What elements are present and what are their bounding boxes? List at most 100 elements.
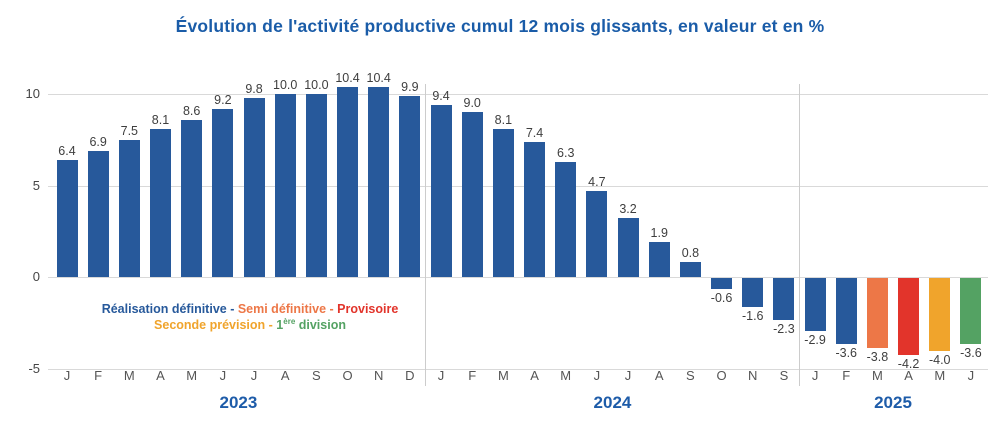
x-axis-month-label: N: [748, 368, 758, 383]
x-axis-month-label: M: [934, 368, 946, 383]
gridline-y10: [48, 94, 988, 95]
x-axis-month-label: J: [624, 368, 632, 383]
x-axis-month-label: M: [497, 368, 509, 383]
x-axis-month-label: A: [904, 368, 913, 383]
bar-value-label: 10.4: [335, 70, 360, 85]
bar-value-label: 9.0: [463, 96, 481, 111]
bar: [87, 150, 109, 277]
bar-value-label: 4.7: [588, 174, 606, 189]
x-axis-year-label: 2025: [874, 393, 912, 412]
bar-value-label: 10.0: [304, 78, 329, 92]
bar-value-label: 6.9: [89, 134, 107, 149]
bar-value-label: 9.4: [432, 88, 450, 103]
legend-item: Semi définitive: [237, 302, 327, 316]
bar-value-label: -4.0: [928, 353, 951, 368]
gridline-y0: [48, 277, 988, 278]
legend-row: Seconde prévision - 1ère division: [70, 317, 430, 333]
bar: [150, 128, 171, 277]
bar: [461, 112, 483, 277]
x-axis-month-label: J: [219, 368, 227, 383]
bar-value-label: 10.4: [366, 70, 391, 85]
bar-value-label: 1.9: [650, 226, 668, 241]
x-axis-month-label: S: [779, 368, 789, 383]
bar: [492, 128, 514, 277]
x-axis-year-label: 2024: [593, 393, 632, 412]
bar: [399, 95, 421, 277]
x-axis-month-label: J: [593, 368, 601, 383]
legend-separator: -: [326, 302, 338, 316]
x-axis-month-label: O: [716, 368, 727, 383]
bar-value-label: -3.6: [835, 345, 858, 360]
bar-value-label: -1.6: [741, 309, 764, 324]
x-axis-month-label: D: [405, 368, 415, 383]
legend: Réalisation définitive - Semi définitive…: [70, 301, 430, 333]
bar: [742, 278, 764, 308]
bar-value-label: 7.4: [525, 125, 544, 140]
gridline-y5: [48, 185, 988, 187]
bar-value-label: 9.9: [401, 79, 419, 94]
y-axis-tick-label: 0: [32, 269, 40, 284]
bar: [368, 86, 390, 277]
legend-item: 1ère division: [276, 316, 346, 332]
x-axis-month-label: J: [250, 368, 258, 383]
x-axis-month-label: S: [686, 368, 695, 383]
bar: [866, 278, 888, 348]
x-axis-month-label: A: [280, 368, 290, 383]
bar-value-label: 6.3: [557, 145, 575, 160]
bar: [898, 278, 920, 355]
x-axis-month-label: J: [967, 368, 975, 383]
x-axis-month-label: S: [312, 368, 321, 383]
x-axis-month-label: F: [842, 368, 851, 383]
x-axis-month-label: J: [811, 368, 819, 383]
bar-value-label: 10.0: [273, 78, 298, 92]
bar-value-label: 9.8: [245, 81, 263, 96]
year-separator-line: [425, 84, 427, 386]
bar-value-label: -2.9: [804, 333, 826, 348]
bar: [274, 94, 296, 277]
x-axis-month-label: J: [437, 368, 445, 383]
bar: [648, 242, 670, 277]
legend-separator: -: [265, 318, 277, 332]
bar: [56, 159, 78, 277]
x-axis-year-label: 2023: [219, 393, 258, 412]
x-axis-month-label: J: [63, 368, 71, 383]
x-axis-month-label: M: [123, 368, 135, 383]
bar: [118, 139, 140, 277]
bar-value-label: -3.6: [960, 345, 982, 360]
x-axis-month-label: M: [871, 368, 883, 383]
x-axis-month-label: F: [94, 368, 103, 383]
bar-value-label: -2.3: [773, 322, 795, 337]
bar: [773, 278, 795, 321]
bar: [305, 94, 327, 277]
legend-separator: -: [226, 302, 238, 316]
legend-row: Réalisation définitive - Semi définitive…: [70, 301, 430, 317]
bar: [929, 278, 951, 352]
chart-title: Évolution de l'activité productive cumul…: [175, 16, 825, 36]
x-axis-month-label: O: [342, 368, 353, 383]
bar-value-label: -0.6: [710, 290, 733, 305]
bar: [555, 161, 577, 277]
bar: [181, 119, 203, 277]
bar-value-label: 0.8: [681, 246, 700, 261]
bar-value-label: 6.4: [58, 143, 76, 158]
bar: [617, 218, 639, 277]
x-axis-month-label: A: [530, 368, 539, 383]
x-axis-month-label: A: [156, 368, 165, 383]
x-axis-month-label: M: [560, 368, 572, 383]
bar: [524, 141, 546, 277]
legend-item: Seconde prévision: [154, 318, 266, 332]
bar: [711, 278, 733, 289]
bar-value-label: 8.6: [182, 103, 201, 118]
legend-item: Réalisation définitive: [101, 302, 227, 316]
y-axis-tick-label: -5: [28, 360, 40, 376]
x-axis-month-label: M: [186, 368, 198, 383]
year-separator-line: [799, 84, 801, 386]
x-axis-month-label: F: [468, 368, 477, 383]
legend-item: Provisoire: [337, 302, 399, 316]
bar-value-label: -3.8: [866, 349, 889, 364]
bar-value-label: 8.1: [151, 112, 170, 127]
bar: [430, 104, 452, 277]
gridline-y-5: [48, 368, 988, 370]
bar: [212, 108, 234, 277]
